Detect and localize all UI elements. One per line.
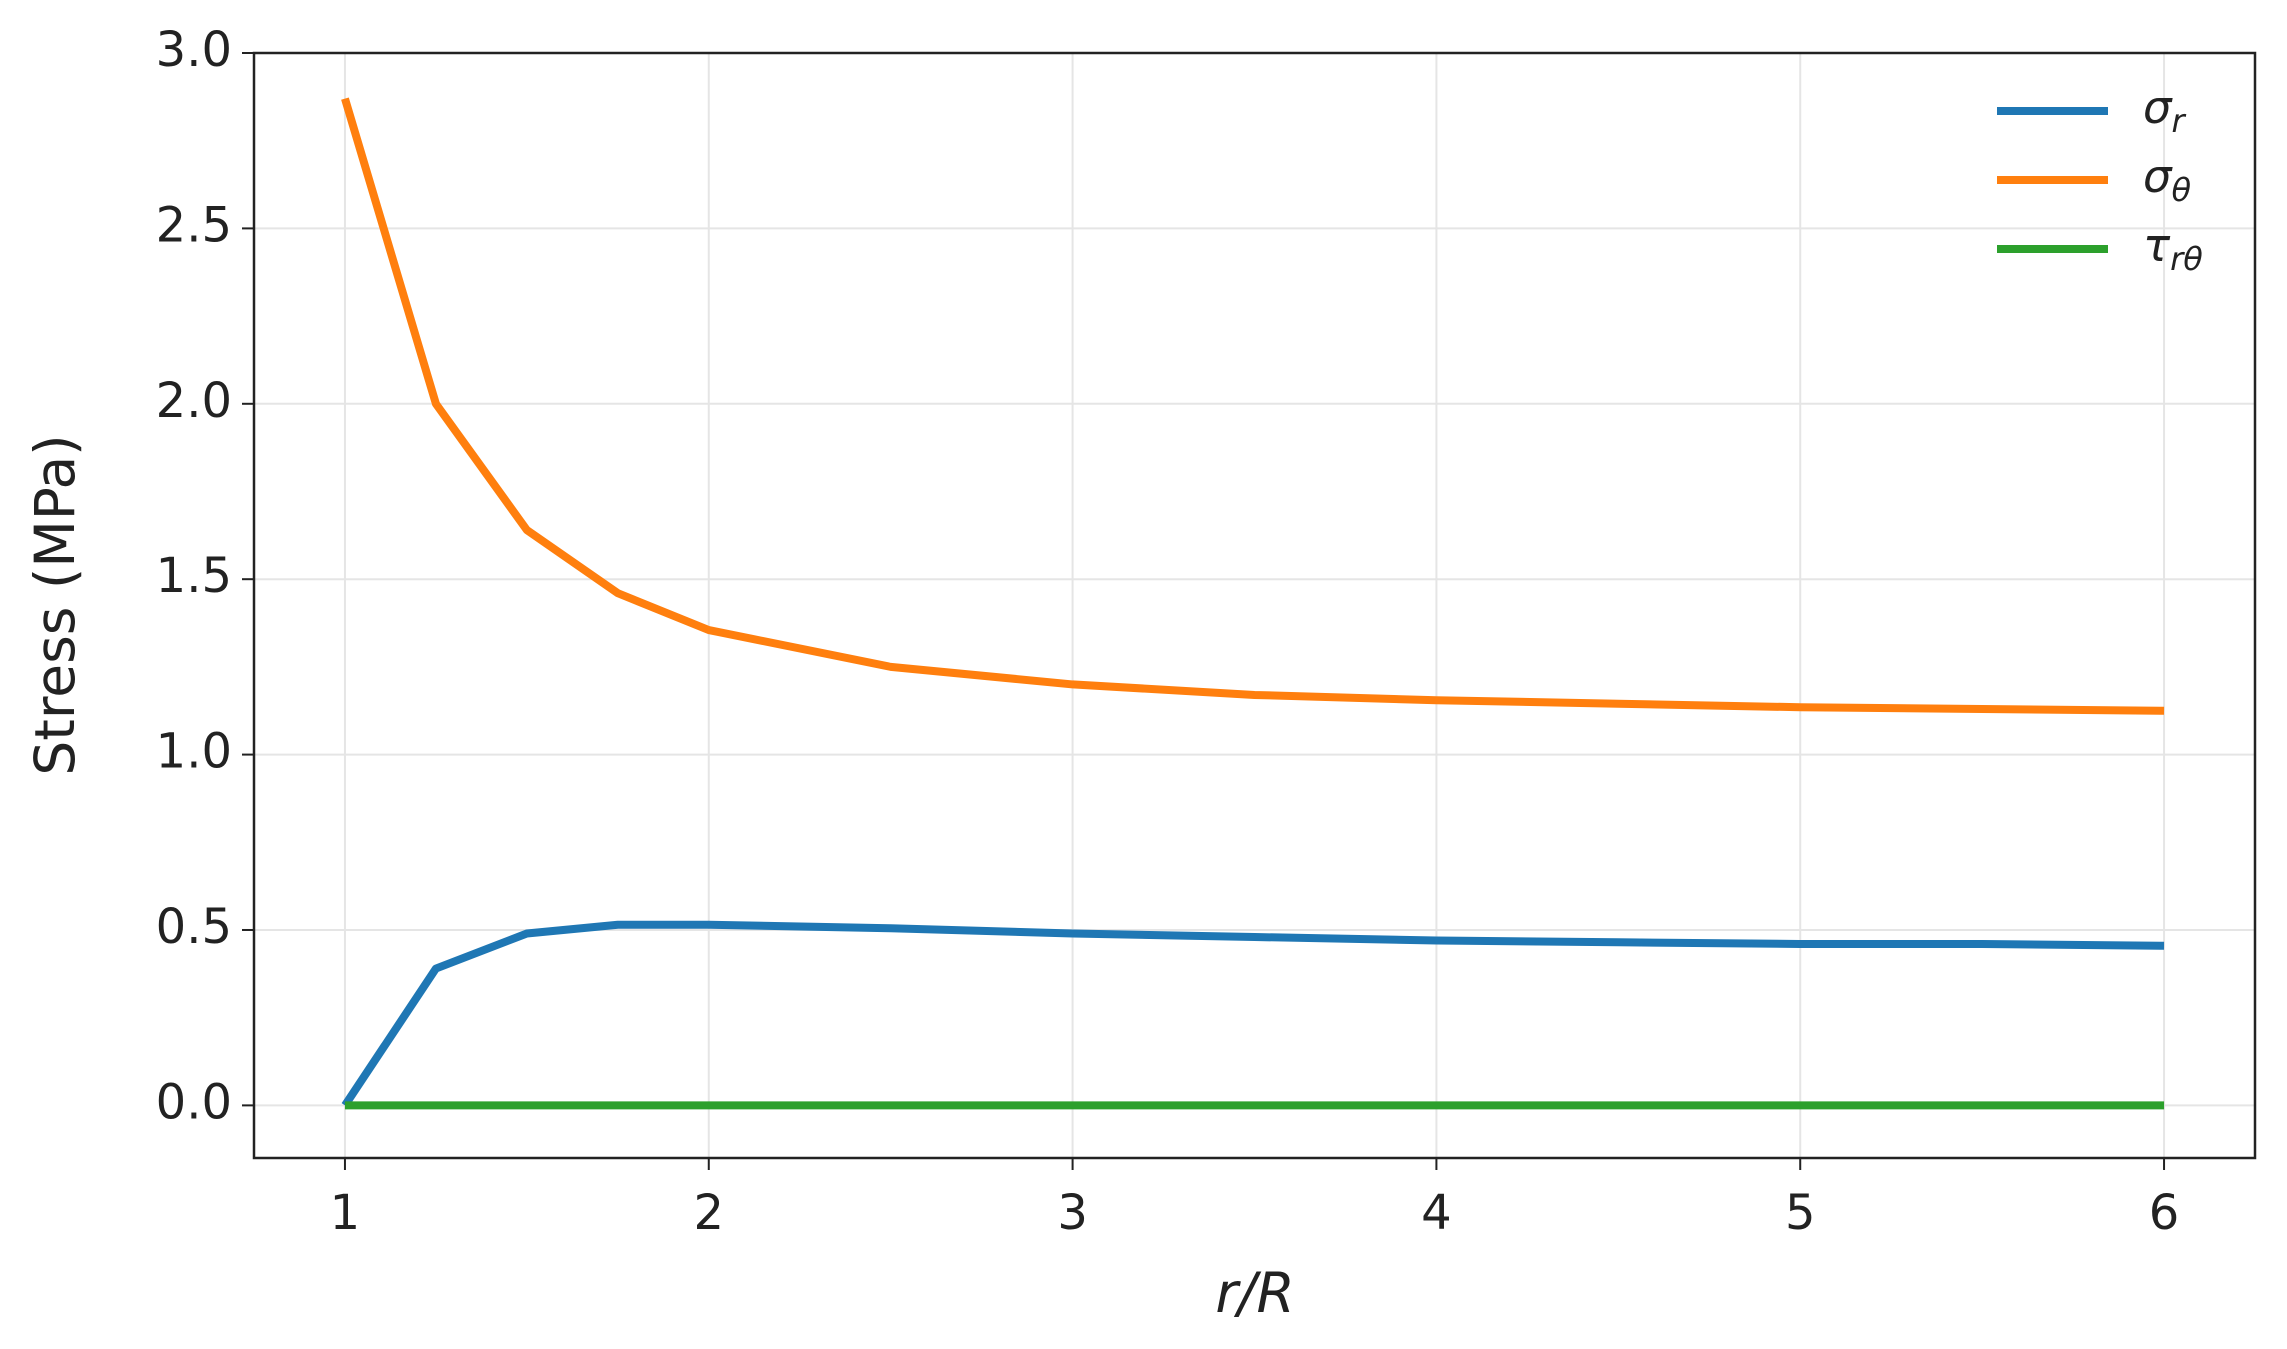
plot-frame	[252, 51, 2257, 1160]
x-tick-label: 6	[2149, 1185, 2180, 1241]
x-axis-label: r/R	[1215, 1261, 1294, 1325]
y-axis-label: Stress (MPa)	[23, 434, 87, 775]
legend-label: σr	[2143, 81, 2187, 140]
x-tick-label: 5	[1785, 1185, 1816, 1241]
y-tick-label: 2.5	[156, 197, 232, 253]
legend-label: τrθ	[2143, 219, 2203, 278]
y-tick-label: 3.0	[156, 22, 232, 78]
y-tick-label: 1.0	[156, 724, 232, 780]
y-tick-label: 1.5	[156, 548, 232, 604]
x-tick-label: 4	[1421, 1185, 1452, 1241]
y-tick-label: 0.0	[156, 1074, 232, 1130]
y-tick-label: 2.0	[156, 373, 232, 429]
line-series	[341, 920, 2165, 1108]
y-tick-label: 0.5	[156, 899, 232, 955]
legend-label: σθ	[2143, 150, 2191, 209]
line-series	[341, 97, 2165, 715]
x-tick-label: 3	[1057, 1185, 1088, 1241]
x-tick-label: 1	[330, 1185, 361, 1241]
x-tick-label: 2	[693, 1185, 724, 1241]
